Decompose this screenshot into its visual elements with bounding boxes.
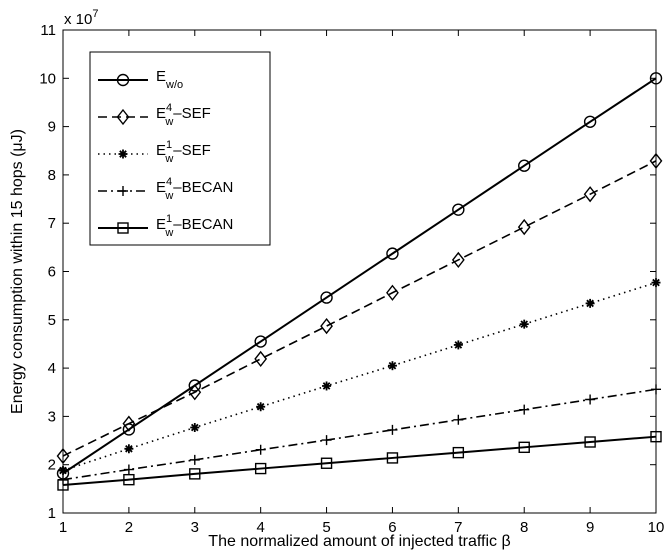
data-point-circle <box>386 247 399 260</box>
data-point-asterisk <box>453 340 463 350</box>
y-tick-label: 1 <box>48 505 56 522</box>
data-point-diamond <box>254 350 268 368</box>
data-point-square <box>518 441 530 454</box>
data-point-square <box>123 473 135 486</box>
y-tick-label: 5 <box>48 312 56 329</box>
data-point-plus <box>321 435 332 446</box>
y-tick-label: 11 <box>40 22 56 39</box>
data-point-diamond <box>56 447 70 465</box>
data-point-asterisk <box>322 381 332 391</box>
data-point-square <box>650 430 662 443</box>
data-point-diamond <box>188 384 202 401</box>
data-point-diamond <box>649 152 663 170</box>
series-line-3 <box>62 281 657 472</box>
data-point-asterisk <box>256 402 266 412</box>
data-point-square <box>584 436 596 448</box>
data-point-diamond <box>517 218 531 236</box>
data-point-asterisk <box>651 278 661 288</box>
data-point-asterisk <box>519 319 529 329</box>
x-tick-label: 1 <box>59 519 67 536</box>
data-point-asterisk <box>124 444 134 454</box>
x-tick-label: 9 <box>586 519 594 536</box>
data-point-square <box>189 468 201 480</box>
data-point-asterisk <box>387 361 397 371</box>
series-line-5 <box>62 435 657 486</box>
data-point-plus <box>255 444 266 455</box>
y-tick-label: 9 <box>48 119 56 136</box>
x-tick-label: 10 <box>648 519 665 536</box>
data-point-asterisk <box>118 149 128 159</box>
axis-ticks: 1 2 3 4 5 6 7 8 9 10 1 2 3 4 5 6 7 8 9 10 11 <box>39 22 664 536</box>
y-tick-label: 10 <box>39 70 56 87</box>
data-point-square <box>117 222 129 234</box>
data-point-diamond <box>320 317 333 335</box>
data-point-circle <box>649 72 663 85</box>
legend-label-1: Ew/o <box>156 68 183 91</box>
legend-label-2: E4 w–SEF <box>156 102 211 128</box>
data-point-square <box>320 457 333 469</box>
x-tick-label: 3 <box>191 519 199 536</box>
data-point-plus <box>453 414 464 425</box>
series-line-4 <box>62 388 657 481</box>
y-tick-label: 2 <box>48 457 56 474</box>
data-point-diamond <box>451 251 465 269</box>
x-tick-label: 4 <box>256 519 264 536</box>
data-point-diamond <box>583 186 597 203</box>
y-tick-label: 6 <box>48 264 56 281</box>
data-point-diamond <box>386 284 399 301</box>
data-point-square <box>254 462 267 475</box>
data-point-asterisk <box>585 298 595 308</box>
data-point-square <box>57 479 69 491</box>
data-point-asterisk <box>58 465 68 475</box>
x-tick-label: 5 <box>322 519 330 536</box>
data-point-diamond <box>116 108 130 126</box>
data-point-plus <box>585 394 596 405</box>
series-line-1 <box>62 77 657 475</box>
data-point-circle <box>188 379 201 392</box>
legend-label-5: E1 w–BECAN <box>156 213 233 239</box>
x-tick-label: 7 <box>454 519 462 536</box>
legend-label-4: E4 w–BECAN <box>156 176 233 202</box>
data-point-diamond <box>122 415 136 432</box>
data-point-circle <box>116 73 130 87</box>
data-point-square <box>452 446 465 459</box>
x-tick-label: 8 <box>520 519 528 536</box>
data-point-square <box>386 452 399 464</box>
y-tick-label: 7 <box>48 215 56 232</box>
y-tick-label: 8 <box>48 167 56 184</box>
x-tick-label: 2 <box>125 519 133 536</box>
data-point-plus <box>387 424 398 435</box>
data-point-circle <box>452 203 465 216</box>
data-point-plus <box>118 186 128 196</box>
legend: Ew/o E4 w–SEF E1 w–SEF E4 w–BECAN E1 w–BECAN <box>89 51 271 246</box>
data-point-circle <box>583 115 597 128</box>
x-axis-label: The normalized amount of injected traffi… <box>208 533 510 550</box>
data-point-circle <box>518 159 531 172</box>
legend-label-3: E1 w–SEF <box>156 139 211 165</box>
y-tick-label: 3 <box>48 408 56 425</box>
series-layer <box>56 72 663 491</box>
y-exponent-label: x 107 <box>64 8 98 28</box>
y-tick-label: 4 <box>48 360 56 377</box>
data-point-circle <box>320 291 333 304</box>
data-point-plus <box>651 384 661 395</box>
data-point-circle <box>254 335 267 348</box>
data-point-plus <box>519 404 530 415</box>
data-point-asterisk <box>190 423 200 433</box>
x-tick-label: 6 <box>388 519 396 536</box>
series-line-2 <box>62 160 657 457</box>
y-axis-label: Energy consumption within 15 hops (μJ) <box>9 129 26 414</box>
data-point-plus <box>123 464 134 475</box>
data-point-plus <box>189 454 200 465</box>
